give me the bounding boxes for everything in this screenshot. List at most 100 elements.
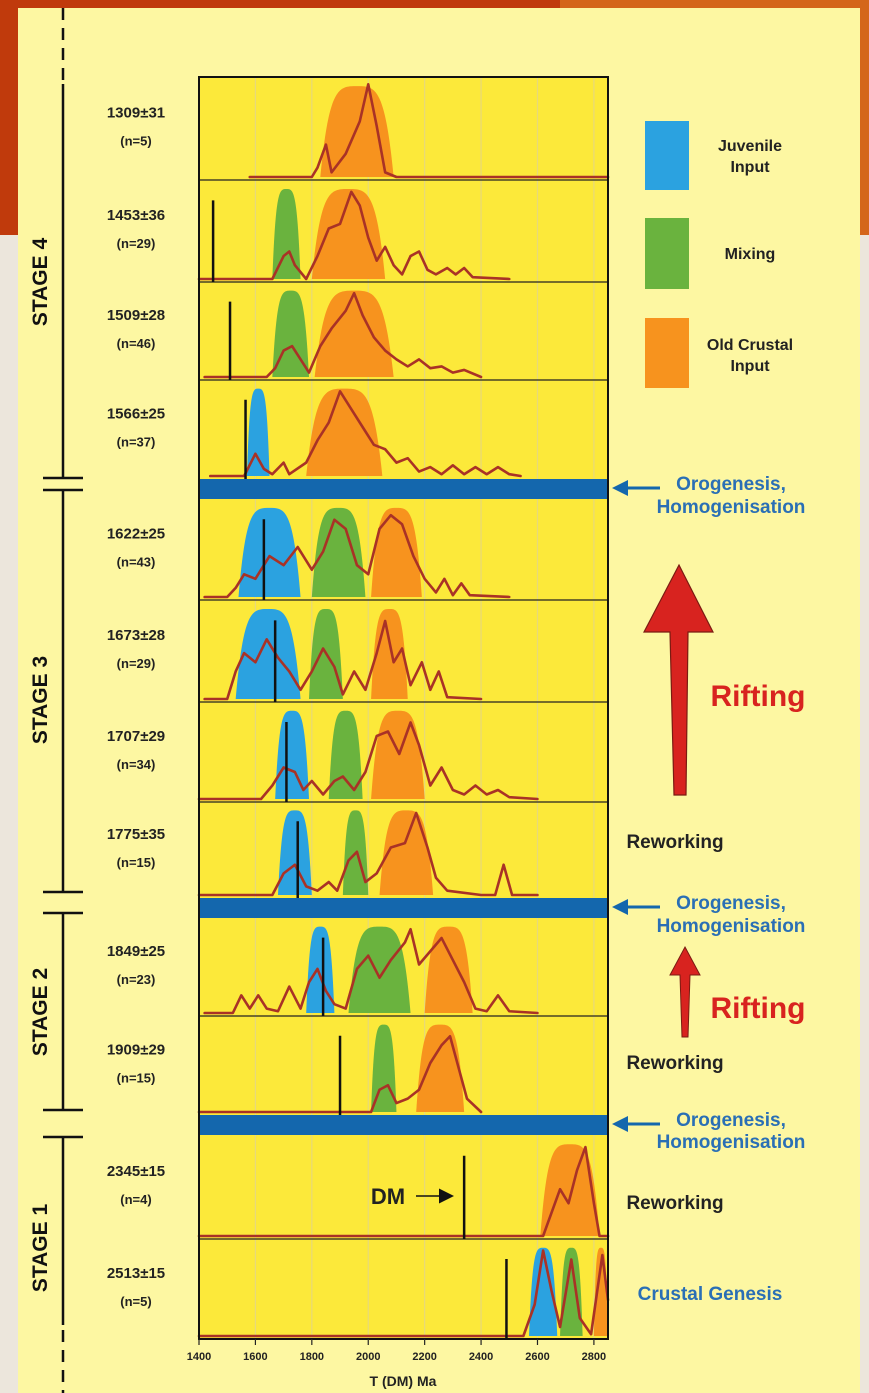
row-11 [197,1144,610,1240]
legend-swatch-mixing [645,218,689,289]
row-n-label-8: (n=15) [117,855,156,870]
x-tick-label-2000: 2000 [356,1351,380,1363]
row-age-label-10: 1909±29 [107,1042,165,1059]
crustal-genesis-label: Crustal Genesis [638,1284,783,1305]
plot-frame [198,76,609,1340]
blob-orange-2-2 [311,189,386,279]
dm-label: DM [371,1184,405,1209]
row-5 [199,507,608,601]
row-age-label-5: 1622±25 [107,525,165,542]
blob-orange-11-1 [540,1144,600,1236]
x-tick-label-2400: 2400 [469,1351,493,1363]
x-tick-label-2200: 2200 [412,1351,436,1363]
x-tick-label-1600: 1600 [243,1351,267,1363]
orogenesis-bar-1 [199,479,608,499]
blob-blue-5-1 [238,507,301,597]
stage-1-label: STAGE 1 [29,1204,52,1293]
row-1 [199,83,610,181]
blob-orange-1-1 [320,86,394,177]
row-age-label-3: 1509±28 [107,307,165,324]
stage-bracket [43,8,83,1393]
probability-curve-9 [203,927,539,1015]
legend-swatch-old-crustal [645,318,689,388]
row-12 [197,1247,610,1339]
row-n-label-10: (n=15) [117,1071,156,1086]
blob-orange-3-2 [314,290,394,377]
blob-blue-8-1 [277,810,312,895]
row-age-label-2: 1453±36 [107,207,165,224]
row-labels: 1309±31 (n=5) 1453±36 (n=29) 1509±28 (n=46) 15… [107,104,165,1309]
row-age-label-9: 1849±25 [107,943,165,960]
legend-label-juvenile-line2: Input [730,159,770,176]
row-age-label-6: 1673±28 [107,627,165,644]
stage-4-label: STAGE 4 [29,238,52,327]
rifting-label-1: Rifting [711,680,806,713]
row-n-label-4: (n=37) [117,435,156,450]
blob-blue-6-1 [235,609,301,699]
row-8 [197,810,539,898]
row-n-label-5: (n=43) [117,554,156,569]
row-age-label-8: 1775±35 [107,826,165,843]
blob-orange-4-2 [306,388,383,476]
blob-blue-7-1 [275,710,310,799]
row-n-label-7: (n=34) [117,757,156,772]
orogenesis-arrow-2 [612,899,660,915]
orogenesis-bar-2 [199,898,608,918]
row-2 [197,189,608,283]
probability-curve-4 [208,390,522,478]
x-tick-label-1400: 1400 [187,1351,211,1363]
blob-orange-5-3 [371,507,422,597]
row-3 [199,290,608,381]
probability-curve-12 [197,1249,610,1338]
stage-2-label: STAGE 2 [29,968,52,1056]
row-n-label-3: (n=46) [117,336,156,351]
row-9 [199,926,608,1017]
orogenesis-label-3-line1: Orogenesis, [676,1110,786,1131]
x-axis-label: T (DM) Ma [370,1373,437,1389]
probability-curve-2 [197,190,511,281]
row-age-label-1: 1309±31 [107,104,165,121]
legend-swatch-juvenile [645,121,689,190]
row-age-label-12: 2513±15 [107,1265,165,1282]
blob-orange-6-3 [371,609,408,699]
row-n-label-1: (n=5) [120,133,151,148]
orogenesis-arrow-3 [612,1116,660,1132]
probability-curve-6 [203,619,483,701]
orogenesis-label-1-line1: Orogenesis, [676,474,786,495]
orogenesis-label-3-line2: Homogenisation [657,1132,806,1153]
x-tick-label-2600: 2600 [525,1351,549,1363]
probability-curve-5 [203,513,511,599]
row-4 [208,388,522,479]
orogenesis-label-2-line1: Orogenesis, [676,893,786,914]
orogenesis-label-2-line2: Homogenisation [657,916,806,937]
row-n-label-12: (n=5) [120,1294,151,1309]
row-n-label-11: (n=4) [120,1192,151,1207]
row-6 [199,609,608,703]
rifting-arrow-large [643,563,714,796]
stage-3-label: STAGE 3 [29,656,52,744]
row-age-label-7: 1707±29 [107,728,165,745]
reworking-label-2: Reworking [626,1053,723,1074]
blob-blue-4-1 [246,388,270,476]
probability-curve-1 [248,83,610,179]
row-age-label-4: 1566±25 [107,406,165,423]
rifting-arrow-small [669,945,701,1038]
plot-area [199,77,608,1339]
row-n-label-6: (n=29) [117,656,156,671]
x-tick-label-1800: 1800 [300,1351,324,1363]
rifting-label-2: Rifting [711,992,806,1025]
probability-curve-10 [197,1034,483,1114]
blob-green-2-1 [272,189,301,279]
blob-green-7-2 [328,710,363,799]
probability-curve-11 [197,1145,610,1238]
probability-curve-7 [197,721,539,801]
legend-label-old-crustal-line1: Old Crustal [707,337,793,354]
rows-group [197,83,610,1339]
x-tick-label-2800: 2800 [582,1351,606,1363]
row-n-label-2: (n=29) [117,236,156,251]
orogenesis-bars [199,479,608,1135]
blob-orange-8-3 [379,810,434,895]
row-7 [197,710,608,803]
orogenesis-arrow-1 [612,480,660,496]
